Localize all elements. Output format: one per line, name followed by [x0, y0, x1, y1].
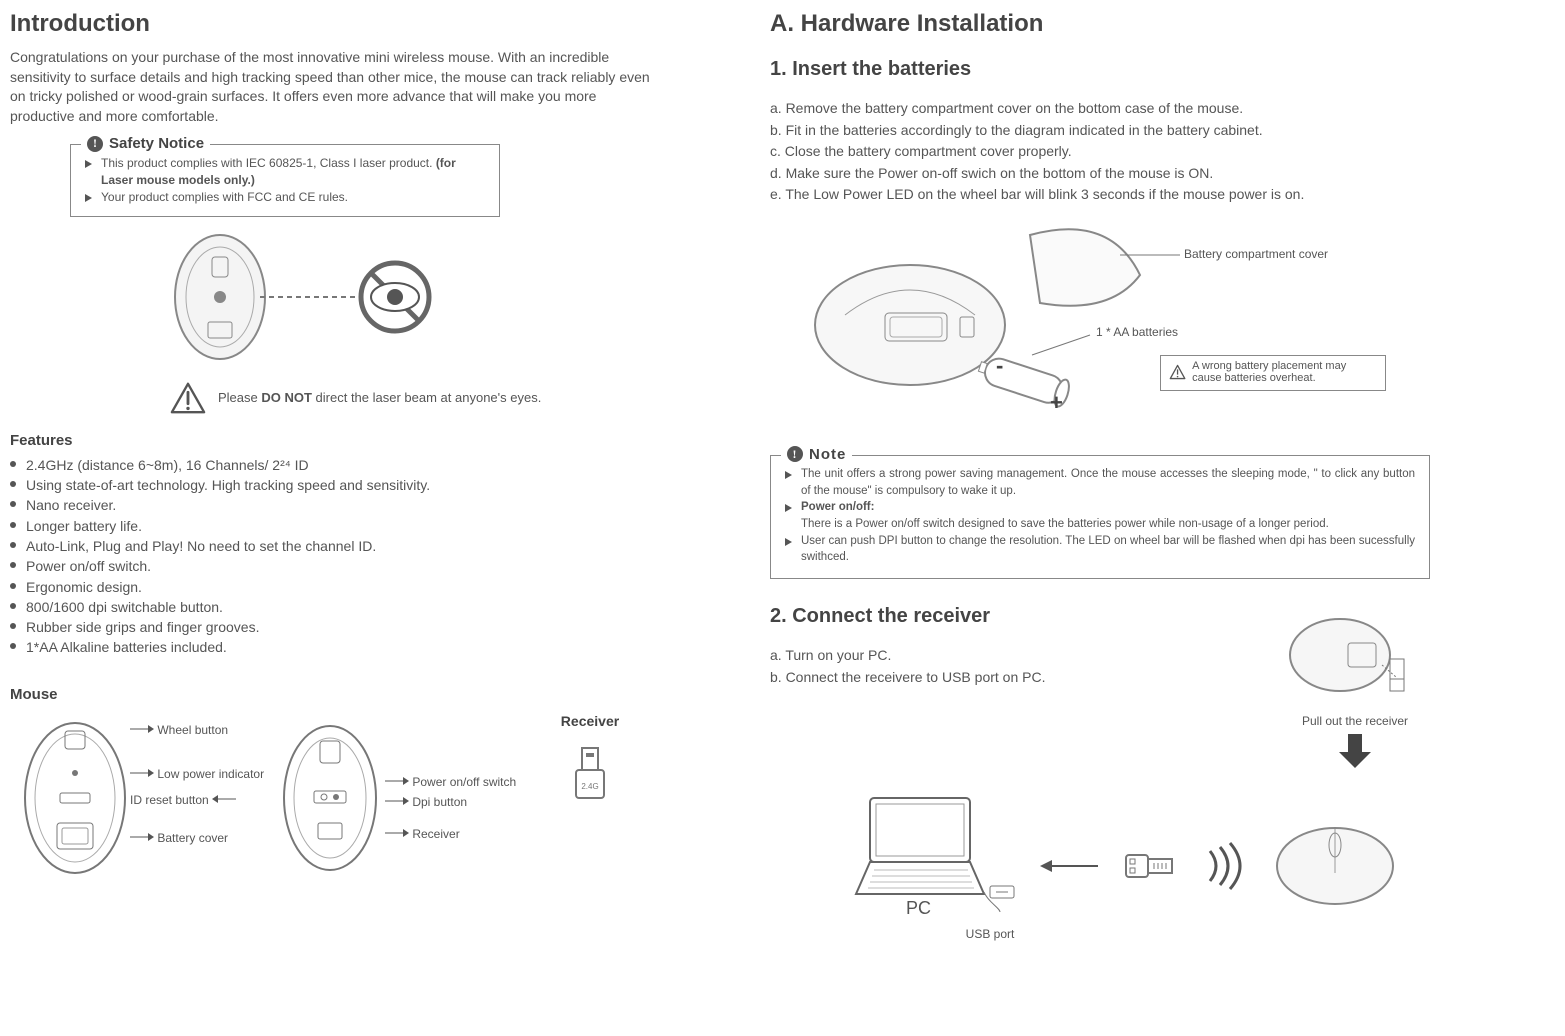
- feature-item: 2.4GHz (distance 6~8m), 16 Channels/ 2²⁴…: [10, 455, 650, 475]
- feature-item: 800/1600 dpi switchable button.: [10, 597, 650, 617]
- exclamation-icon: !: [787, 446, 803, 462]
- aa-batteries-callout: 1 * AA batteries: [1096, 325, 1178, 339]
- id-reset-label: ID reset button: [130, 793, 236, 807]
- feature-item: Power on/off switch.: [10, 556, 650, 576]
- feature-item: Longer battery life.: [10, 516, 650, 536]
- svg-text:+: +: [1050, 390, 1063, 415]
- usb-port-label: USB port: [960, 927, 1020, 941]
- right-column: A. Hardware Installation 1. Insert the b…: [770, 10, 1430, 1016]
- mouse-diagrams: Wheel button Low power indicator ID rese…: [10, 713, 650, 883]
- svg-text:2.4G: 2.4G: [581, 782, 598, 791]
- step1-line: a. Remove the battery compartment cover …: [770, 99, 1430, 119]
- receiver-block: Receiver 2.4G: [560, 713, 620, 818]
- note-item: User can push DPI button to change the r…: [785, 533, 1415, 566]
- safety-item: Your product complies with FCC and CE ru…: [85, 189, 485, 206]
- mouse-bottom-view: Wheel button Low power indicator ID rese…: [10, 713, 250, 883]
- safety-notice-title: ! Safety Notice: [81, 135, 210, 152]
- laser-figure: [160, 227, 650, 372]
- wheel-button-label: Wheel button: [130, 723, 228, 737]
- safety-notice-list: This product complies with IEC 60825-1, …: [85, 155, 485, 205]
- arrow-left-icon: [1040, 856, 1100, 876]
- feature-item: Auto-Link, Plug and Play! No need to set…: [10, 536, 650, 556]
- low-power-label: Low power indicator: [130, 767, 264, 781]
- arrow-down-icon: [1335, 734, 1375, 770]
- left-column: Introduction Congratulations on your pur…: [10, 10, 650, 1016]
- step1-steps: a. Remove the battery compartment cover …: [770, 99, 1430, 205]
- pc-figure: PC USB port: [850, 790, 1020, 941]
- features-list: 2.4GHz (distance 6~8m), 16 Channels/ 2²⁴…: [10, 455, 650, 658]
- step2-line: b. Connect the receivere to USB port on …: [770, 668, 1220, 688]
- pullout-figure: Pull out the receiver: [1280, 605, 1430, 770]
- features-heading: Features: [10, 432, 650, 449]
- feature-item: Rubber side grips and finger grooves.: [10, 617, 650, 637]
- introduction-paragraph: Congratulations on your purchase of the …: [10, 48, 650, 126]
- pc-label: PC: [906, 898, 931, 919]
- step2-heading: 2. Connect the receiver: [770, 605, 1220, 628]
- battery-cover-label: Battery cover: [130, 831, 228, 845]
- hardware-installation-heading: A. Hardware Installation: [770, 10, 1430, 38]
- feature-item: Nano receiver.: [10, 495, 650, 515]
- note-item: Power on/off: There is a Power on/off sw…: [785, 499, 1415, 532]
- signal-waves-icon: [1200, 841, 1250, 891]
- warning-triangle-icon: [170, 382, 206, 414]
- svg-text:-: -: [996, 353, 1003, 378]
- laser-warning-text: Please DO NOT direct the laser beam at a…: [218, 389, 541, 407]
- introduction-heading: Introduction: [10, 10, 650, 38]
- warning-triangle-icon: [1169, 360, 1186, 384]
- note-box: ! Note The unit offers a strong power sa…: [770, 455, 1430, 579]
- receiver-slot-label: Receiver: [385, 827, 460, 841]
- battery-cover-callout: Battery compartment cover: [1184, 247, 1328, 261]
- battery-figure: + - Battery compartment cover 1 * AA bat…: [800, 225, 1400, 435]
- nano-receiver-icon: 2.4G: [560, 743, 620, 813]
- wrong-battery-warning: A wrong battery placement may cause batt…: [1160, 355, 1386, 391]
- receiver-heading: Receiver: [560, 713, 620, 729]
- dpi-button-label: Dpi button: [385, 795, 467, 809]
- step1-line: b. Fit in the batteries accordingly to t…: [770, 121, 1430, 141]
- exclamation-icon: !: [87, 136, 103, 152]
- step2-line: a. Turn on your PC.: [770, 646, 1220, 666]
- safety-notice-box: ! Safety Notice This product complies wi…: [70, 144, 500, 216]
- step1-heading: 1. Insert the batteries: [770, 58, 1430, 81]
- mouse-bottom-view-2: Power on/off switch Dpi button Receiver: [270, 713, 500, 883]
- note-item: The unit offers a strong power saving ma…: [785, 466, 1415, 499]
- step1-line: d. Make sure the Power on-off swich on t…: [770, 164, 1430, 184]
- connect-figure: PC USB port: [850, 790, 1430, 941]
- mouse-top-icon: [1270, 821, 1400, 911]
- note-list: The unit offers a strong power saving ma…: [785, 466, 1415, 566]
- pullout-label: Pull out the receiver: [1280, 714, 1430, 728]
- power-onoff-label: Power on/off switch: [385, 775, 516, 789]
- safety-item: This product complies with IEC 60825-1, …: [85, 155, 485, 189]
- laser-warning: Please DO NOT direct the laser beam at a…: [170, 382, 650, 414]
- step1-line: e. The Low Power LED on the wheel bar wi…: [770, 185, 1430, 205]
- note-title: ! Note: [781, 446, 852, 463]
- feature-item: Using state-of-art technology. High trac…: [10, 475, 650, 495]
- receiver-icon: [1120, 841, 1180, 891]
- step2-steps: a. Turn on your PC. b. Connect the recei…: [770, 646, 1220, 687]
- feature-item: 1*AA Alkaline batteries included.: [10, 637, 650, 657]
- step1-line: c. Close the battery compartment cover p…: [770, 142, 1430, 162]
- safety-notice-label: Safety Notice: [109, 135, 204, 152]
- feature-item: Ergonomic design.: [10, 577, 650, 597]
- mouse-heading: Mouse: [10, 686, 650, 703]
